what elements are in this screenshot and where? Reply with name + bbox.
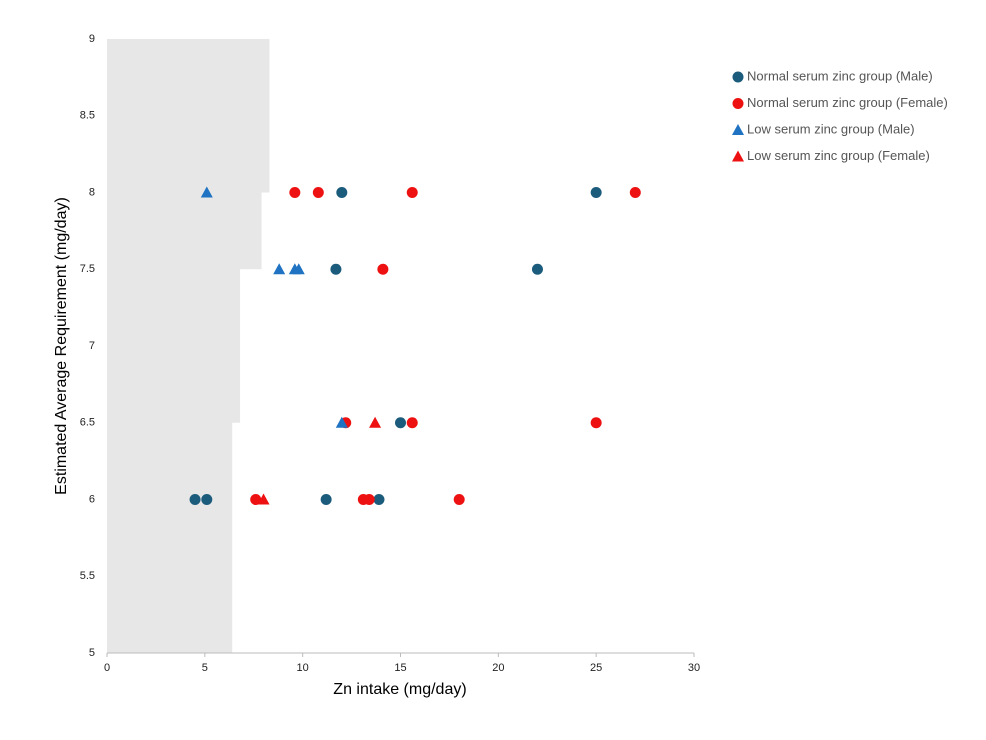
point <box>257 493 270 505</box>
point <box>189 494 201 505</box>
point <box>406 417 418 429</box>
x-tick-label: 10 <box>297 662 309 674</box>
point <box>201 494 213 505</box>
y-tick-label: 5 <box>89 647 95 659</box>
x-tick-label: 5 <box>202 662 208 674</box>
point <box>336 187 348 198</box>
point <box>335 416 348 428</box>
point <box>312 187 324 198</box>
point <box>590 187 602 198</box>
point <box>453 494 465 505</box>
point <box>369 416 382 428</box>
point <box>273 263 286 275</box>
y-tick-label: 8.5 <box>80 110 95 122</box>
legend-marker <box>732 124 744 135</box>
point <box>590 417 602 429</box>
y-tick-label: 6 <box>89 493 95 505</box>
x-tick-label: 30 <box>688 662 700 674</box>
legend-marker <box>732 98 744 109</box>
x-tick-label: 0 <box>104 662 110 674</box>
legend-label: Normal serum zinc group (Female) <box>747 95 948 110</box>
point <box>373 494 385 505</box>
x-tick-label: 25 <box>590 662 602 674</box>
y-tick-label: 6.5 <box>80 417 95 429</box>
legend-marker <box>732 150 744 162</box>
shaded-region <box>107 39 270 653</box>
point <box>406 187 418 198</box>
y-tick-label: 5.5 <box>80 570 95 582</box>
point <box>531 263 543 275</box>
legend-label: Low serum zinc group (Male) <box>747 121 915 136</box>
x-tick-label: 20 <box>492 662 504 674</box>
legend-label: Low serum zinc group (Female) <box>747 148 930 163</box>
x-tick-label: 15 <box>394 662 406 674</box>
y-tick-label: 9 <box>89 33 95 45</box>
legend-label: Normal serum zinc group (Male) <box>747 68 933 83</box>
y-axis-title: Estimated Average Requirement (mg/day) <box>53 197 70 495</box>
x-axis-title: Zn intake (mg/day) <box>333 681 466 698</box>
point <box>395 417 406 429</box>
point <box>377 263 389 275</box>
y-tick-label: 7 <box>89 340 95 352</box>
point <box>292 263 305 275</box>
point <box>250 494 262 505</box>
point <box>289 187 301 198</box>
point <box>200 186 213 198</box>
point <box>330 263 342 275</box>
point <box>320 494 332 505</box>
y-tick-label: 8 <box>89 186 95 198</box>
legend-marker <box>732 71 744 83</box>
point <box>629 187 641 198</box>
y-tick-label: 7.5 <box>80 263 95 275</box>
point <box>363 494 375 505</box>
